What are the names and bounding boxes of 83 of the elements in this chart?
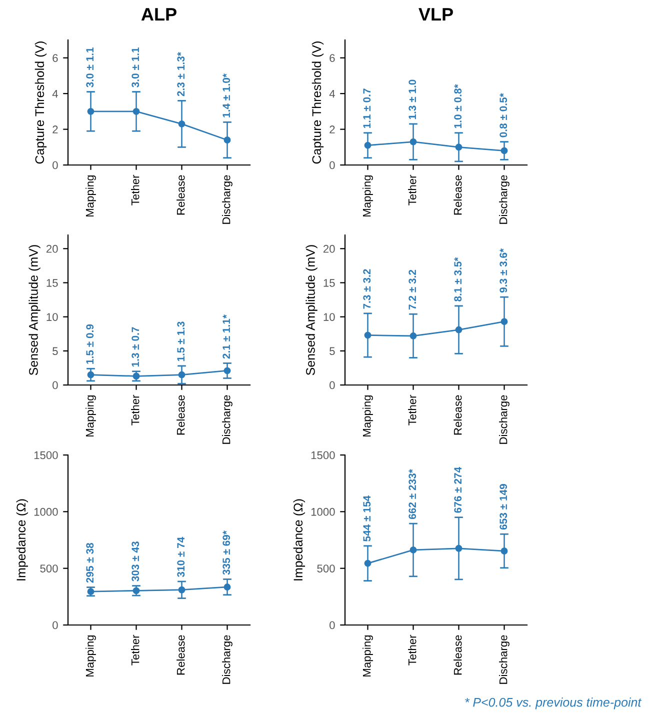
x-tick-label: Release [176,635,185,675]
y-tick-label: 10 [46,313,58,321]
x-tick-label: Mapping [86,175,96,216]
data-label: 0.8 ± 0.5* [500,93,508,138]
data-label: 1.4 ± 1.0* [222,73,230,118]
y-tick-label: 0 [330,161,335,170]
data-label: 8.1 ± 3.5* [454,257,462,302]
x-tick-label: Tether [131,394,140,426]
y-tick-label: 500 [317,564,335,572]
data-label: 544 ± 154 [363,496,371,542]
data-label: 653 ± 149 [500,484,508,530]
data-label: 295 ± 38 [86,542,94,583]
chart-title: ALP [141,8,176,21]
data-label: 2.3 ± 1.3* [177,52,185,96]
data-label: 310 ± 74 [177,536,185,578]
data-label: 7.2 ± 3.2 [408,270,416,310]
y-tick-label: 0 [330,621,335,630]
y-tick-label: 4 [52,90,58,98]
data-label: 1.5 ± 0.9 [86,324,94,364]
y-tick-label: 1500 [311,451,335,460]
data-label: 662 ± 233* [408,469,416,520]
x-tick-label: Tether [408,634,416,666]
x-tick-label: Discharge [222,635,232,684]
x-tick-label: Release [454,635,462,675]
data-label: 1.5 ± 1.3 [177,322,185,362]
x-tick-label: Mapping [362,635,373,676]
x-tick-label: Discharge [222,395,232,444]
y-tick-label: 0 [330,381,335,390]
data-label: 9.3 ± 3.6* [500,248,508,293]
y-tick-label: 1500 [34,451,58,460]
x-tick-label: Release [176,175,185,215]
data-label: 303 ± 43 [132,542,140,582]
x-tick-label: Mapping [362,395,373,436]
x-tick-label: Release [454,175,462,215]
y-tick-label: 1000 [34,508,58,516]
x-tick-label: Release [454,395,462,435]
data-label: 335 ± 69* [222,530,230,575]
x-tick-label: Discharge [499,175,510,224]
y-tick-label: 6 [52,54,58,62]
y-tick-label: 6 [330,54,335,62]
data-label: 1.0 ± 0.8* [454,84,462,128]
y-axis-title: Capture Threshold (V) [34,42,47,164]
y-tick-label: 1000 [311,508,335,516]
y-tick-label: 500 [40,564,58,572]
data-label: 1.3 ± 1.0 [408,80,416,120]
chart-title: VLP [418,8,453,21]
data-label: 1.1 ± 0.7 [363,88,371,128]
y-axis-title: Impedance (Ω) [293,499,306,580]
y-tick-label: 5 [330,347,335,356]
data-label: 7.3 ± 3.2 [363,269,371,309]
data-label: 3.0 ± 1.1 [132,47,140,88]
x-tick-label: Mapping [86,635,96,676]
x-tick-label: Discharge [222,175,232,224]
y-tick-label: 0 [52,161,58,170]
y-axis-title: Sensed Amplitude (mV) [306,245,318,376]
data-label: 2.1 ± 1.1* [222,314,230,359]
text: * P<0.05 vs. previous time-point [465,698,642,710]
y-tick-label: 20 [46,244,58,253]
data-label: 1.3 ± 0.7 [132,327,140,367]
y-tick-label: 5 [52,347,58,356]
x-tick-label: Tether [408,394,416,426]
y-tick-label: 4 [329,90,335,98]
y-axis-title: Sensed Amplitude (mV) [28,245,40,376]
y-tick-label: 2 [330,126,335,134]
y-axis-title: Capture Threshold (V) [312,42,324,164]
data-label: 3.0 ± 1.1 [86,47,94,88]
y-tick-label: 0 [52,621,58,630]
x-tick-label: Mapping [362,175,373,216]
x-tick-label: Discharge [499,395,510,444]
x-tick-label: Release [176,395,185,435]
x-tick-label: Tether [131,174,140,206]
y-tick-label: 20 [323,244,335,253]
y-axis-title: Impedance (Ω) [16,499,28,580]
y-tick-label: 0 [52,381,58,390]
x-tick-label: Mapping [86,395,96,436]
y-tick-label: 15 [324,279,335,287]
y-tick-label: 15 [46,279,58,287]
x-tick-label: Discharge [499,635,510,684]
y-tick-label: 2 [52,126,58,134]
data-label: 676 ± 274 [454,466,462,513]
x-tick-label: Tether [131,634,140,666]
x-tick-label: Tether [408,174,416,206]
y-tick-label: 10 [324,313,335,321]
